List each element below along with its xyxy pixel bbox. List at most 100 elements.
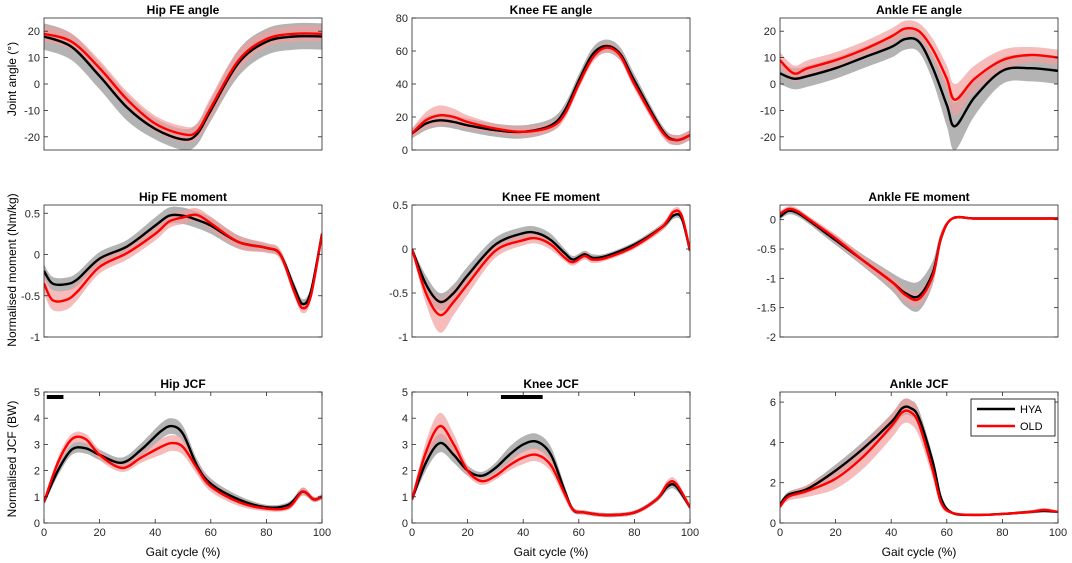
x-axis-label: Gait cycle (%): [146, 545, 221, 559]
y-tick-label: -0.5: [757, 244, 776, 256]
x-tick-label: 100: [313, 527, 331, 539]
panel-title: Ankle FE moment: [868, 190, 969, 204]
y-tick-label: 2: [770, 478, 776, 490]
y-tick-label: 5: [34, 387, 40, 399]
plot-content: [44, 418, 322, 512]
plot-content: [412, 39, 690, 146]
y-tick-label: 0: [770, 518, 776, 530]
panel-title: Knee JCF: [523, 377, 578, 391]
y-tick-label: -0.5: [21, 291, 40, 303]
x-tick-label: 100: [681, 527, 699, 539]
x-tick-label: 60: [573, 527, 585, 539]
y-tick-label: -2: [766, 332, 776, 344]
x-tick-label: 60: [205, 527, 217, 539]
band-old: [780, 206, 1058, 308]
panel-hip_fe_moment: -1 -0.5 0 0.5 Hip FE moment: [21, 190, 323, 344]
y-tick-label: 20: [28, 26, 40, 38]
y-tick-label: 20: [764, 26, 776, 38]
panel-knee_jcf: 0 1 2 3 4 5 0 20 40 60 80 100 Knee JCF Gait cycle (%): [402, 377, 699, 559]
line-hya: [412, 44, 690, 142]
axes-frame: [779, 204, 1059, 338]
y-tick-label: 0: [34, 518, 40, 530]
plot-content: [44, 22, 322, 150]
y-tick-label: 0: [34, 79, 40, 91]
line-old: [44, 435, 322, 511]
panel-title: Knee FE moment: [502, 190, 600, 204]
ylabel-row1: Joint angle (°): [5, 42, 19, 116]
y-tick-label: 60: [396, 46, 408, 58]
y-tick-label: 4: [402, 413, 408, 425]
band-old: [44, 208, 322, 314]
y-tick-label: -20: [24, 132, 40, 144]
x-tick-label: 0: [409, 527, 415, 539]
panel-hip_fe_angle: -20 -10 0 10 20 Hip FE angle: [24, 3, 323, 151]
panel-ankle_fe_angle: -20 -10 0 10 20 Ankle FE angle: [760, 3, 1059, 151]
y-tick-label: -10: [760, 105, 776, 117]
y-tick-label: 0: [770, 215, 776, 227]
y-tick-label: 6: [770, 397, 776, 409]
line-old: [780, 26, 1058, 101]
y-tick-label: 1: [402, 492, 408, 504]
x-tick-label: 20: [93, 527, 105, 539]
x-axis-label: Gait cycle (%): [882, 545, 957, 559]
y-tick-label: -0.5: [389, 288, 408, 300]
y-tick-label: 4: [770, 437, 776, 449]
line-old: [44, 213, 322, 310]
axes-frame: [43, 391, 323, 524]
panel-title: Knee FE angle: [510, 3, 593, 17]
y-tick-label: 80: [396, 13, 408, 25]
panel-knee_fe_moment: -1 -0.5 0 0.5 Knee FE moment: [389, 190, 691, 344]
legend-label-hya: HYA: [1020, 404, 1042, 416]
x-tick-label: 80: [260, 527, 272, 539]
legend-label-old: OLD: [1020, 421, 1043, 433]
axes-frame: [411, 391, 691, 524]
x-tick-label: 0: [41, 527, 47, 539]
panel-title: Hip FE angle: [147, 3, 220, 17]
plot-area: [44, 392, 322, 523]
legend: HYA OLD: [970, 398, 1056, 437]
y-tick-label: 0: [770, 79, 776, 91]
line-old: [412, 46, 690, 142]
y-tick-label: 0.5: [25, 208, 40, 220]
ylabel-row3: Normalised JCF (BW): [5, 401, 19, 518]
y-tick-label: 0.5: [393, 200, 408, 212]
x-tick-label: 100: [1049, 527, 1067, 539]
y-tick-label: -1: [766, 273, 776, 285]
y-tick-label: 2: [402, 466, 408, 478]
y-tick-label: 10: [28, 53, 40, 65]
line-old: [44, 32, 322, 137]
panel-hip_jcf: 0 1 2 3 4 5 0 20 40 60 80 100 Hip JCF Gait cycle (%): [34, 377, 331, 559]
plot-content: [412, 206, 690, 333]
x-tick-label: 80: [996, 527, 1008, 539]
x-tick-label: 20: [461, 527, 473, 539]
y-tick-label: 40: [396, 79, 408, 91]
y-tick-label: 3: [402, 439, 408, 451]
x-tick-label: 0: [777, 527, 783, 539]
band-old: [412, 206, 690, 333]
plot-content: [780, 206, 1058, 312]
x-tick-label: 20: [829, 527, 841, 539]
y-tick-label: 20: [396, 112, 408, 124]
y-tick-label: -20: [760, 132, 776, 144]
line-old: [412, 424, 690, 517]
plot-area: [412, 205, 690, 337]
line-old: [780, 207, 1058, 302]
x-tick-label: 80: [628, 527, 640, 539]
legend-box: [970, 398, 1056, 437]
line-hya: [44, 424, 322, 509]
y-tick-label: -1: [398, 332, 408, 344]
plot-content: [412, 412, 690, 518]
y-tick-label: -1: [30, 332, 40, 344]
y-tick-label: 0: [402, 518, 408, 530]
panel-title: Ankle JCF: [890, 377, 949, 391]
y-tick-label: 10: [764, 53, 776, 65]
plot-area: [780, 205, 1058, 337]
y-tick-label: -10: [24, 105, 40, 117]
panel-ankle_fe_moment: -2 -1.5 -1 -0.5 0 Ankle FE moment: [757, 190, 1059, 344]
axes-frame: [43, 204, 323, 338]
plot-content: [780, 20, 1058, 150]
line-hya: [44, 213, 322, 306]
y-tick-label: 0: [402, 145, 408, 157]
